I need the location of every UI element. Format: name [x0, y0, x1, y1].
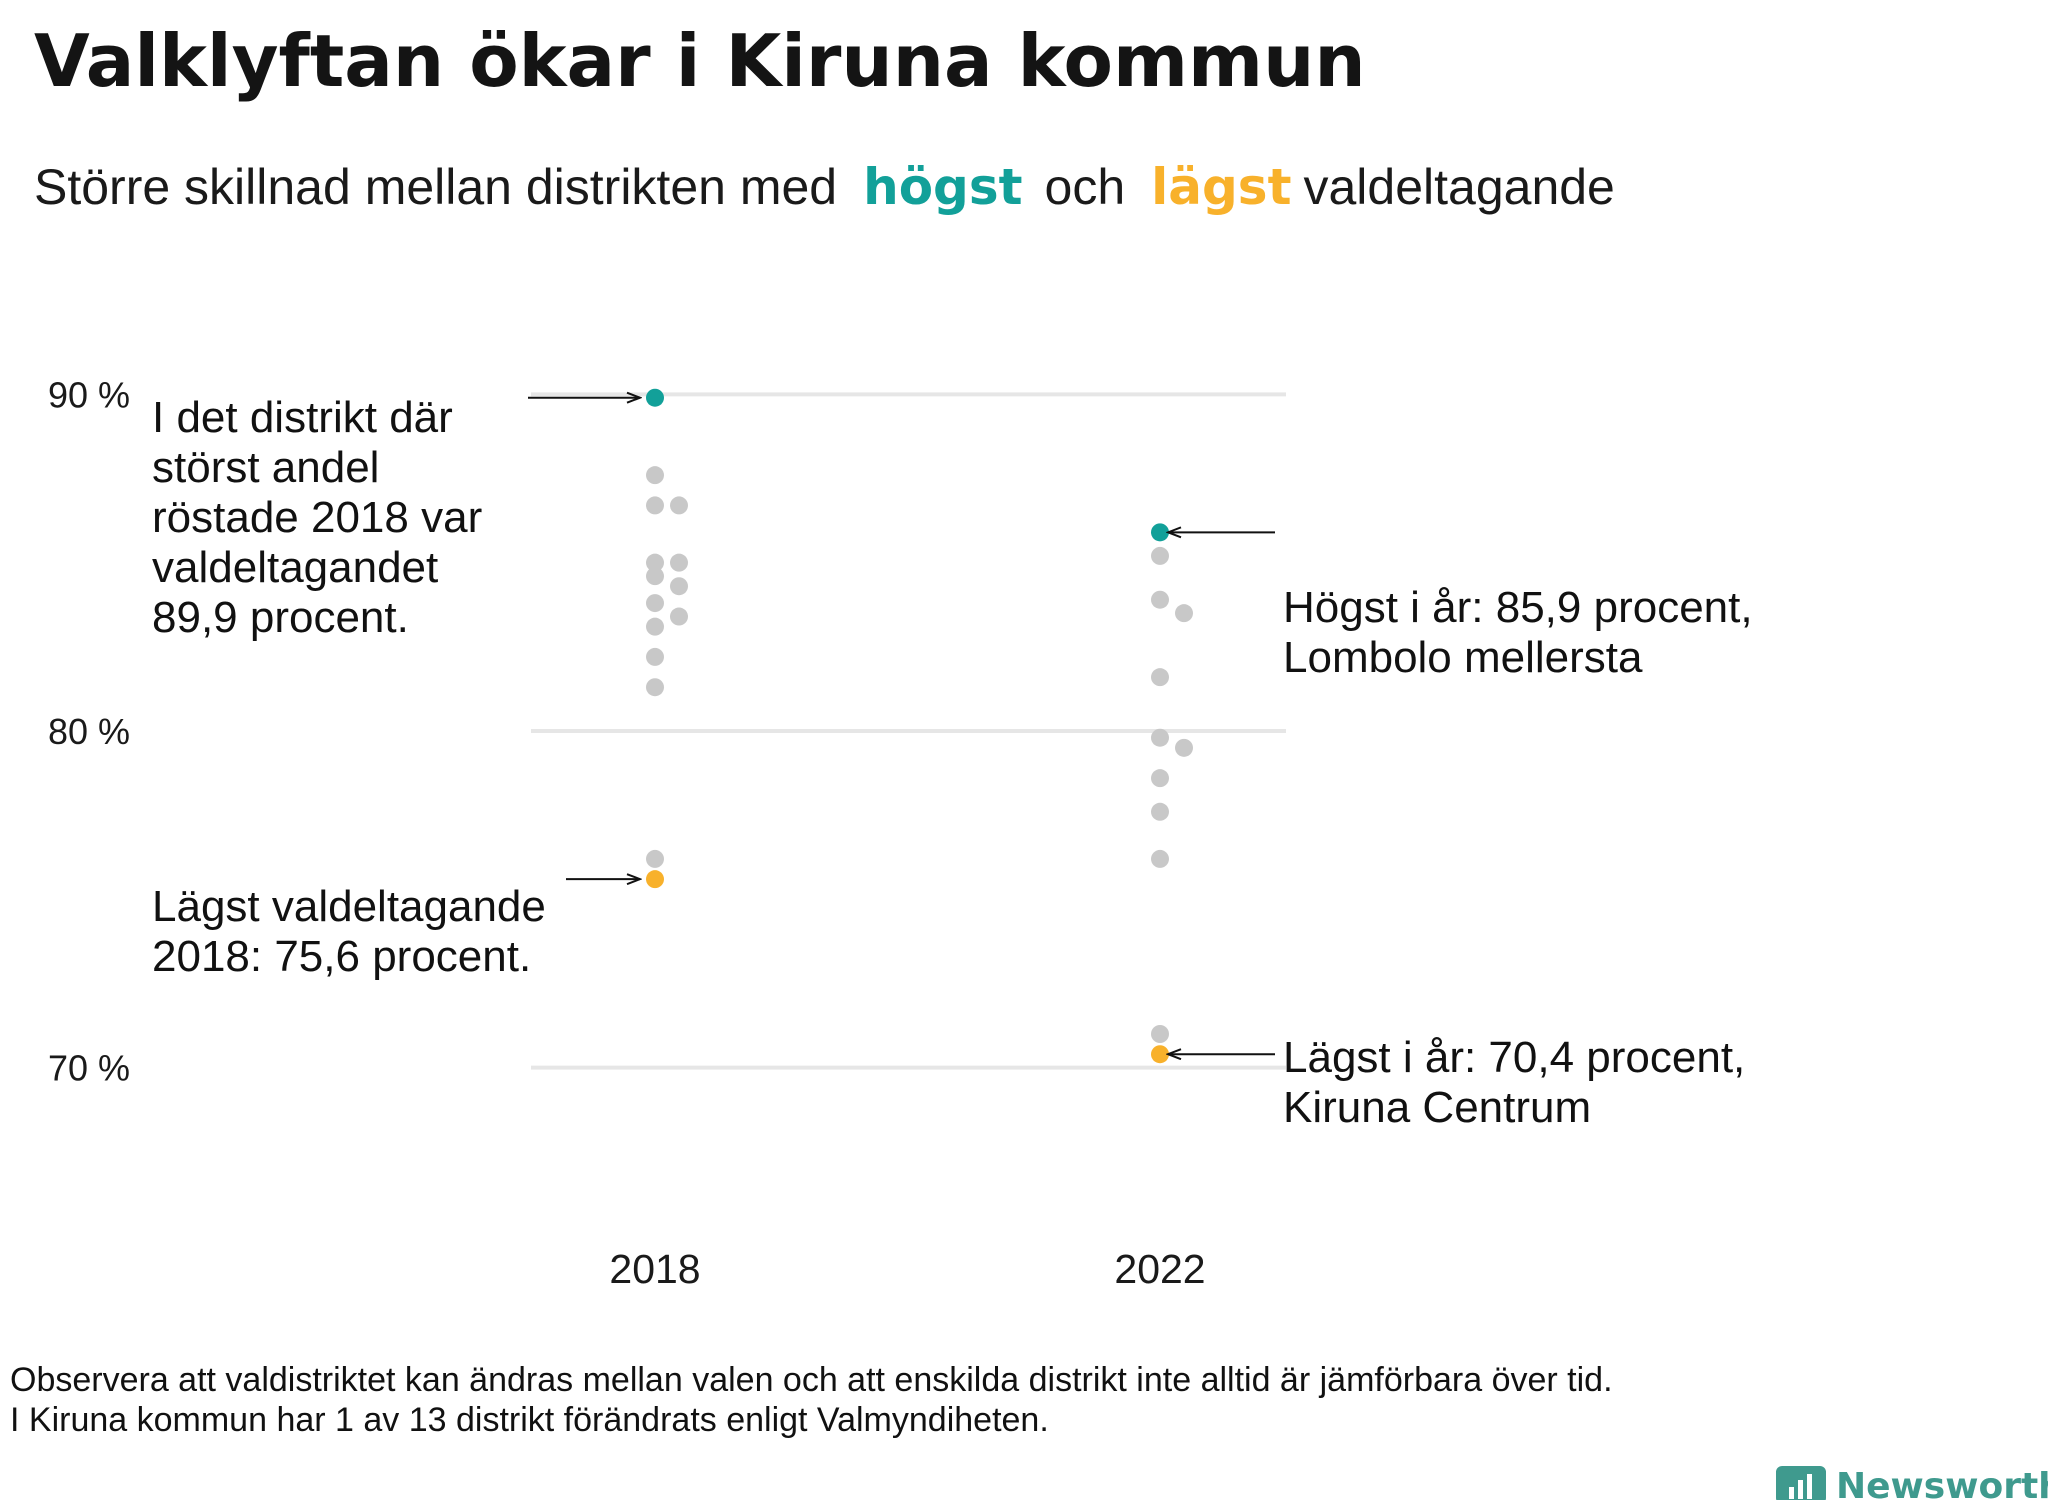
y-tick-label: 70 %	[48, 1048, 130, 1089]
point-2018	[646, 617, 664, 636]
point-2018	[646, 678, 664, 697]
annotations: I det distrikt där störst andel röstade …	[152, 393, 1765, 1132]
point-lowest-2018	[646, 870, 664, 889]
y-tick-label: 90 %	[48, 374, 130, 415]
subtitle-part-2: valdeltagande	[1303, 159, 1614, 215]
point-highest-2018	[646, 388, 664, 407]
gridlines	[531, 392, 1286, 1070]
subtitle-highest: högst	[863, 158, 1022, 216]
point-2018	[646, 567, 664, 586]
footnote: Observera att valdistriktet kan ändras m…	[10, 1361, 1622, 1439]
point-2018	[670, 607, 688, 626]
x-tick-label: 2022	[1114, 1246, 1205, 1292]
x-tick-label: 2018	[609, 1246, 700, 1292]
annotation-2022-lowest: Lägst i år: 70,4 procent, Kiruna Centrum	[1283, 1033, 1758, 1132]
point-2018	[670, 496, 688, 515]
point-2022	[1151, 546, 1169, 565]
point-2022	[1175, 738, 1193, 757]
x-axis-labels: 2018 2022	[609, 1246, 1205, 1292]
subtitle-part-1: Större skillnad mellan distrikten med	[34, 159, 837, 215]
point-2022	[1151, 728, 1169, 747]
annotation-2022-highest: Högst i år: 85,9 procent, Lombolo meller…	[1283, 583, 1765, 682]
subtitle-and: och	[1045, 159, 1126, 215]
point-2022	[1151, 769, 1169, 788]
subtitle-lowest: lägst	[1151, 158, 1291, 216]
annotation-2018-highest: I det distrikt där störst andel röstade …	[152, 393, 494, 642]
y-axis-labels: 70 % 80 % 90 %	[48, 374, 130, 1088]
point-2018	[670, 577, 688, 596]
data-points	[646, 388, 1193, 1064]
point-2018	[646, 466, 664, 485]
point-2018	[646, 496, 664, 515]
point-2018	[646, 553, 664, 572]
brand-logo: Newsworthy	[1776, 1466, 2048, 1500]
point-2022	[1151, 1025, 1169, 1043]
point-2022	[1151, 802, 1169, 821]
point-highest-2022	[1151, 523, 1169, 542]
annotation-2018-lowest: Lägst valdeltagande 2018: 75,6 procent.	[152, 882, 558, 981]
chart-title: Valklyftan ökar i Kiruna kommun	[34, 19, 1366, 103]
point-2022	[1151, 849, 1169, 868]
point-2022	[1151, 590, 1169, 609]
point-2022	[1151, 668, 1169, 687]
y-tick-label: 80 %	[48, 711, 130, 752]
chart-subtitle: Större skillnad mellan distrikten med hö…	[34, 158, 1615, 216]
point-2022	[1175, 604, 1193, 623]
bar-chart-speech-icon	[1776, 1466, 1826, 1500]
point-lowest-2022	[1151, 1045, 1169, 1064]
brand-name: Newsworthy	[1836, 1466, 2048, 1500]
point-2018	[646, 647, 664, 666]
point-2018	[646, 849, 664, 868]
point-2018	[646, 594, 664, 613]
point-2018	[670, 553, 688, 572]
